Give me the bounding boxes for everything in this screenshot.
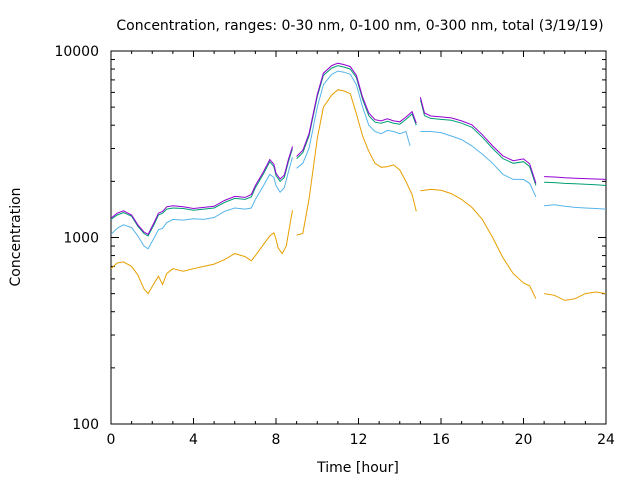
series-0-line-segment-0 bbox=[111, 210, 293, 295]
series-2-line-segment-3 bbox=[544, 181, 606, 186]
series-0-line-segment-2 bbox=[420, 188, 537, 299]
series-1-line-segment-1 bbox=[296, 70, 411, 169]
y-axis-label: Concentration bbox=[8, 187, 24, 286]
axis-ticks: 0 4 8 12 16 20 24 100 1000 10000 bbox=[54, 44, 615, 448]
series-2-line-segment-1 bbox=[296, 65, 417, 159]
y-tick-label: 100 bbox=[72, 417, 99, 433]
x-axis-label: Time [hour] bbox=[316, 460, 399, 476]
series-0-line-segment-3 bbox=[544, 291, 606, 301]
y-tick-label: 10000 bbox=[54, 44, 99, 60]
plot-frame bbox=[110, 50, 607, 425]
series-2-line-segment-2 bbox=[419, 99, 537, 186]
x-tick-label: 8 bbox=[272, 432, 281, 448]
series-3-line-segment-3 bbox=[544, 176, 606, 180]
x-tick-label: 0 bbox=[107, 432, 116, 448]
x-tick-label: 24 bbox=[597, 432, 615, 448]
x-tick-label: 4 bbox=[189, 432, 198, 448]
y-tick-label: 1000 bbox=[63, 231, 99, 247]
x-tick-label: 12 bbox=[350, 432, 368, 448]
series-3-line-segment-2 bbox=[419, 97, 537, 184]
series-1-line-segment-2 bbox=[420, 131, 537, 198]
x-tick-label: 16 bbox=[432, 432, 450, 448]
series-layer bbox=[111, 62, 606, 301]
series-1-line-segment-0 bbox=[111, 156, 293, 250]
series-3-line-segment-1 bbox=[296, 62, 417, 157]
series-2-line-segment-0 bbox=[111, 148, 293, 237]
series-0-line-segment-1 bbox=[296, 89, 417, 236]
series-3-line-segment-0 bbox=[111, 146, 293, 235]
x-tick-label: 20 bbox=[515, 432, 533, 448]
series-1-line-segment-3 bbox=[544, 204, 606, 210]
chart-title: Concentration, ranges: 0-30 nm, 0-100 nm… bbox=[116, 18, 603, 34]
